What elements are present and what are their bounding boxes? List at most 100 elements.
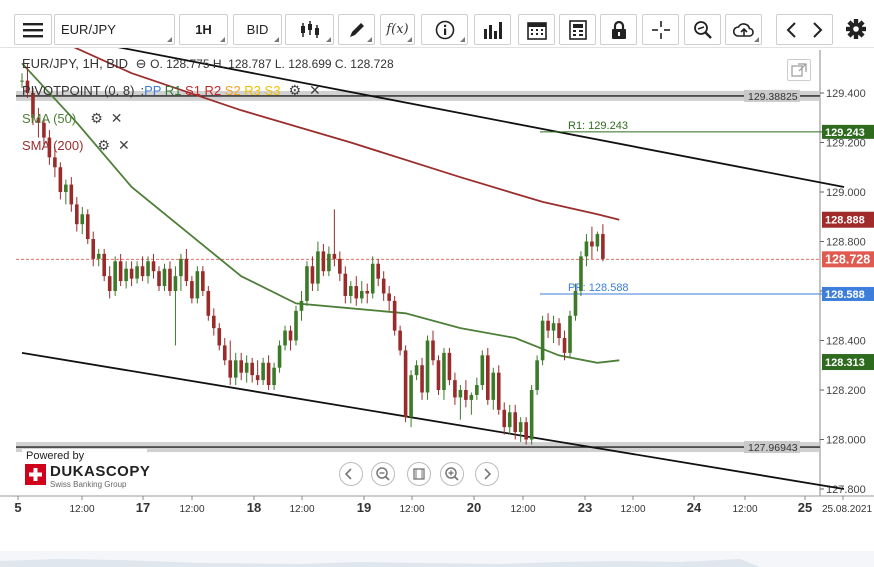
candle — [447, 352, 452, 381]
upload-button[interactable] — [725, 14, 762, 45]
level-badge-text: 129.243 — [825, 127, 865, 139]
price-chart[interactable]: 129.400129.200129.000128.800128.600128.4… — [0, 48, 874, 567]
pivot-legend-item: S1 — [181, 83, 201, 98]
candle — [244, 362, 249, 373]
candle — [261, 362, 265, 381]
calendar-button[interactable] — [518, 14, 555, 45]
close-icon[interactable]: ✕ — [110, 110, 123, 126]
indicators-button[interactable]: f(x) — [380, 14, 415, 45]
crosshair-icon — [651, 20, 670, 39]
candle — [551, 323, 556, 331]
timeframe-select[interactable]: 1H — [179, 14, 228, 45]
candle — [557, 323, 561, 339]
zoom-out-button[interactable] — [371, 462, 395, 486]
channel-lower-line — [21, 351, 845, 490]
candle — [338, 258, 342, 274]
sma200-legend: SMA (200) ⚙ ✕ — [22, 137, 130, 154]
gear-icon[interactable]: ⚙ — [97, 137, 110, 153]
navigator-series — [0, 559, 760, 567]
time-tick-label: 17 — [136, 500, 150, 515]
price-tick-label: 129.400 — [826, 88, 866, 100]
powered-by-logo[interactable]: Powered by DUKASCOPY Swiss Banking Group — [22, 449, 150, 493]
time-tick-label: 18 — [247, 500, 261, 515]
candle — [529, 390, 534, 440]
time-tick-label: 24 — [687, 500, 702, 515]
candle — [228, 360, 233, 378]
close-icon[interactable]: ✕ — [117, 137, 130, 153]
candle — [568, 315, 572, 353]
candle — [91, 239, 96, 259]
plot-area — [16, 50, 820, 496]
sma50-line — [21, 62, 620, 364]
time-tick-label: 25.08.2021 — [822, 504, 872, 515]
candle — [458, 390, 463, 398]
crosshair-button[interactable] — [642, 14, 679, 45]
candle — [387, 293, 391, 301]
bars-icon — [483, 21, 502, 39]
history-nav — [776, 14, 833, 45]
candle — [496, 372, 501, 410]
candle — [392, 300, 397, 331]
candle — [64, 184, 68, 192]
calculator-button[interactable] — [559, 14, 596, 45]
level-badge-text: 128.588 — [825, 289, 865, 301]
calendar-icon — [526, 21, 547, 40]
time-tick-label: 5 — [14, 500, 21, 515]
candle — [75, 204, 79, 225]
menu-button[interactable] — [14, 14, 52, 45]
expand-button[interactable] — [787, 59, 811, 81]
candle — [507, 412, 512, 428]
zoom-in-button[interactable] — [440, 462, 464, 486]
symbol-select[interactable]: EUR/JPY — [54, 14, 175, 45]
reset-zoom-icon — [413, 468, 425, 480]
info-button[interactable] — [421, 14, 468, 45]
candle — [102, 253, 106, 277]
calculator-icon — [568, 19, 587, 40]
candle — [124, 268, 128, 282]
volume-button[interactable] — [474, 14, 511, 45]
candle — [562, 338, 567, 353]
close-icon[interactable]: ✕ — [309, 82, 321, 98]
candle — [480, 355, 485, 386]
level-badge — [822, 286, 874, 301]
candle — [69, 184, 74, 205]
candle — [349, 286, 353, 296]
candle — [464, 390, 468, 400]
candle — [272, 367, 276, 386]
gear-icon[interactable]: ⚙ — [288, 82, 301, 98]
candle — [453, 380, 457, 398]
zoom-button[interactable] — [684, 14, 721, 45]
chevron-right-icon[interactable] — [812, 21, 824, 38]
candle — [190, 281, 194, 299]
range-band-label: 129.38825 — [748, 91, 798, 103]
price-tick-label: 129.000 — [826, 187, 866, 199]
candle — [579, 256, 583, 291]
candle — [502, 409, 507, 428]
candle — [518, 422, 523, 433]
candle — [584, 241, 589, 257]
candle — [414, 365, 419, 376]
chart-type-button[interactable] — [285, 14, 334, 45]
price-type-select[interactable]: BID — [233, 14, 282, 45]
sma50-legend: SMA (50) ⚙ ✕ — [22, 110, 122, 127]
pivot-legend-label: PIVOTPOINT (0, 8) — [22, 83, 135, 98]
settings-button[interactable] — [845, 18, 867, 45]
chevron-left-icon[interactable] — [785, 21, 797, 38]
zoom-out-icon — [376, 467, 390, 481]
scroll-left-button[interactable] — [339, 462, 363, 486]
level-badge — [822, 124, 874, 139]
gear-icon[interactable]: ⚙ — [90, 110, 103, 126]
lock-button[interactable] — [600, 14, 637, 45]
candle — [283, 330, 287, 346]
draw-button[interactable] — [338, 14, 375, 45]
candle — [151, 261, 156, 272]
price-badge-text: 128.888 — [825, 215, 865, 227]
candle — [288, 330, 293, 341]
reset-zoom-button[interactable] — [407, 462, 431, 486]
candle — [162, 268, 167, 287]
price-type-label: BID — [246, 22, 269, 37]
fx-icon: f(x) — [386, 22, 409, 37]
candle — [184, 258, 189, 282]
scroll-right-button[interactable] — [475, 462, 499, 486]
